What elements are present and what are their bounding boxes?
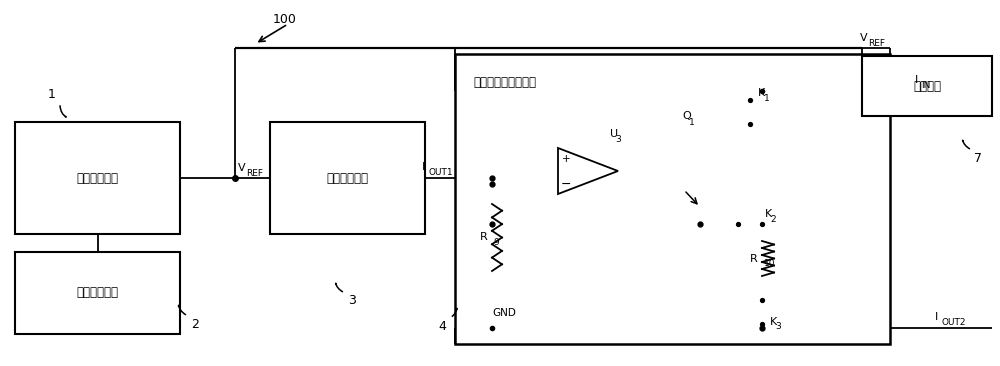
- Text: V: V: [238, 163, 246, 173]
- Text: 2: 2: [191, 317, 199, 330]
- Text: U: U: [610, 129, 618, 139]
- Text: OUT1: OUT1: [429, 168, 453, 177]
- Text: K: K: [765, 209, 772, 219]
- FancyArrowPatch shape: [452, 309, 457, 316]
- FancyArrowPatch shape: [60, 106, 66, 117]
- Text: 9: 9: [493, 238, 499, 247]
- FancyArrowPatch shape: [963, 141, 970, 149]
- Text: 温漂补偿电路: 温漂补偿电路: [76, 287, 119, 299]
- FancyArrowPatch shape: [336, 283, 343, 292]
- Bar: [15, 252, 180, 334]
- Text: REF: REF: [868, 39, 886, 48]
- FancyArrowPatch shape: [178, 306, 186, 315]
- Text: Q: Q: [682, 111, 691, 121]
- Text: 3: 3: [776, 322, 781, 331]
- Text: I: I: [935, 312, 938, 322]
- Text: 2: 2: [770, 215, 776, 224]
- Text: R: R: [480, 232, 488, 243]
- Text: +: +: [562, 154, 570, 164]
- Text: OUT2: OUT2: [941, 318, 966, 327]
- Text: GND: GND: [492, 308, 516, 318]
- Text: 7: 7: [974, 152, 982, 164]
- Text: V: V: [860, 33, 868, 43]
- Text: K: K: [758, 88, 765, 98]
- Text: I: I: [422, 162, 425, 172]
- Text: 测试设备: 测试设备: [913, 79, 941, 93]
- Text: 电流放大和测试电路: 电流放大和测试电路: [473, 76, 536, 89]
- Text: −: −: [561, 178, 571, 190]
- Text: 3: 3: [615, 135, 621, 144]
- Text: 10: 10: [764, 259, 775, 268]
- Bar: [15, 122, 180, 234]
- Text: 1: 1: [688, 118, 694, 127]
- Text: 3: 3: [348, 295, 356, 307]
- Text: 1: 1: [764, 94, 769, 103]
- Text: K: K: [770, 317, 777, 327]
- Text: 4: 4: [438, 320, 446, 332]
- Bar: [862, 56, 992, 116]
- Text: R: R: [750, 254, 758, 264]
- Text: IN: IN: [922, 81, 931, 90]
- Bar: [270, 122, 425, 234]
- Text: REF: REF: [246, 169, 264, 178]
- Text: 微电流源电路: 微电流源电路: [326, 172, 368, 184]
- Text: 带隙基准电路: 带隙基准电路: [76, 172, 119, 184]
- Bar: [455, 54, 890, 344]
- Text: I: I: [915, 75, 918, 85]
- Text: 100: 100: [273, 12, 297, 26]
- Text: 1: 1: [48, 87, 56, 101]
